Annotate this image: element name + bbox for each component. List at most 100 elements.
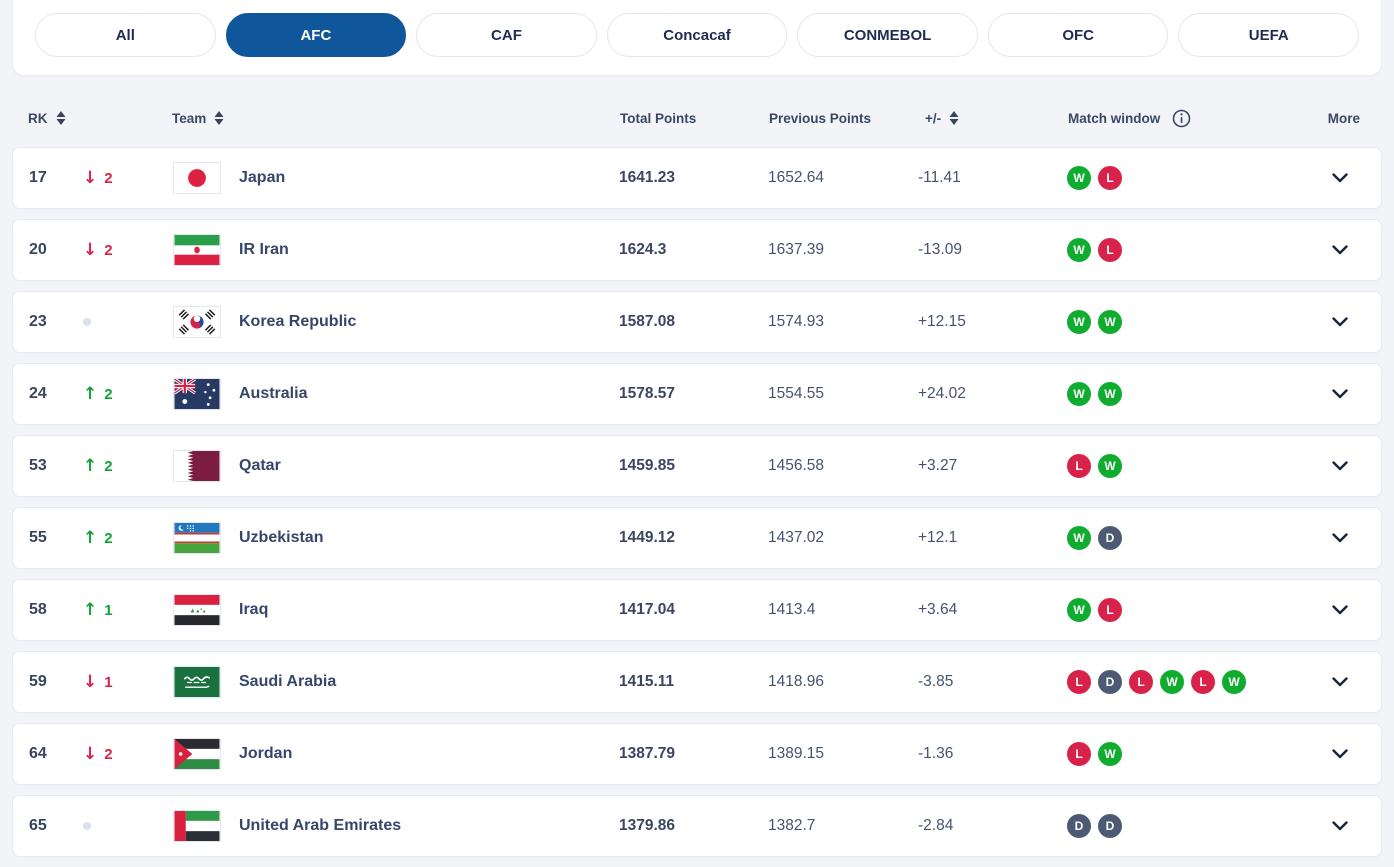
expand-row-button[interactable]: [1326, 236, 1354, 264]
flag-saudi-arabia: [173, 666, 221, 698]
tab-concacaf[interactable]: Concacaf: [606, 13, 788, 57]
expand-row-button[interactable]: [1326, 164, 1354, 192]
column-header-more-label: More: [1327, 110, 1360, 126]
chevron-down-icon: [1332, 317, 1348, 327]
rank-value: 20: [29, 241, 47, 258]
match-result-badge-win: W: [1067, 382, 1091, 406]
points-change-value: -1.36: [918, 745, 954, 762]
rank-change-arrow-icon: ↓: [83, 167, 98, 188]
match-result-badge-win: W: [1160, 670, 1184, 694]
points-change-value: -11.41: [918, 169, 961, 186]
rank-change-value: 2: [104, 385, 113, 403]
tab-all[interactable]: All: [35, 13, 216, 57]
table-row[interactable]: 23 ↓ Korea Republic 1587.08 1574.93 +12.…: [12, 291, 1382, 353]
expand-row-button[interactable]: [1326, 452, 1354, 480]
column-header-team-label: Team: [172, 110, 207, 126]
previous-points-value: 1574.93: [768, 313, 825, 330]
team-name[interactable]: Saudi Arabia: [239, 673, 337, 690]
team-name[interactable]: Korea Republic: [239, 313, 357, 330]
team-name[interactable]: Uzbekistan: [239, 529, 324, 546]
flag-japan: [173, 162, 221, 194]
table-row[interactable]: 59 ↓ 1 Saudi Arabia 1415.11 1418.96 -3.8…: [12, 651, 1382, 713]
tab-uefa[interactable]: UEFA: [1178, 13, 1360, 57]
previous-points-value: 1456.58: [768, 457, 825, 474]
previous-points-value: 1437.02: [768, 529, 825, 546]
expand-row-button[interactable]: [1326, 668, 1354, 696]
chevron-down-icon: [1332, 749, 1348, 759]
rank-value: 23: [29, 313, 47, 330]
tab-ofc[interactable]: OFC: [987, 13, 1169, 57]
expand-row-button[interactable]: [1326, 812, 1354, 840]
previous-points-value: 1382.7: [768, 817, 816, 834]
rank-change-arrow-icon: ↑: [83, 383, 98, 404]
total-points-value: 1587.08: [619, 313, 676, 330]
expand-row-button[interactable]: [1326, 308, 1354, 336]
expand-row-button[interactable]: [1326, 596, 1354, 624]
match-result-badge-win: W: [1098, 454, 1122, 478]
table-row[interactable]: 24 ↑ 2 Australia 1578.57 1554.55 +24.02 …: [12, 363, 1382, 425]
rank-change-arrow-icon: ↑: [83, 455, 98, 476]
match-result-badge-draw: D: [1067, 814, 1091, 838]
tab-conmebol[interactable]: CONMEBOL: [797, 13, 978, 57]
tab-afc[interactable]: AFC: [225, 13, 407, 57]
table-row[interactable]: 55 ↑ 2 Uzbekistan 1449.12 1437.02 +12.1 …: [12, 507, 1382, 569]
column-header-previous-points-label: Previous Points: [769, 110, 872, 126]
points-change-value: -3.85: [918, 673, 954, 690]
flag-qatar: [173, 450, 221, 482]
column-header-team[interactable]: Team: [172, 111, 620, 126]
rank-change-none-icon: [83, 822, 91, 830]
rank-value: 64: [29, 745, 47, 762]
team-name[interactable]: Australia: [239, 385, 308, 402]
previous-points-value: 1554.55: [768, 385, 825, 402]
team-name[interactable]: Iraq: [239, 601, 269, 618]
column-header-previous-points: Previous Points: [769, 111, 919, 126]
tab-caf[interactable]: CAF: [416, 13, 597, 57]
expand-row-button[interactable]: [1326, 380, 1354, 408]
column-header-rank[interactable]: RK: [28, 111, 82, 126]
match-result-badge-loss: L: [1129, 670, 1153, 694]
flag-iraq: [173, 594, 221, 626]
flag-australia: [173, 378, 221, 410]
rank-change-value: 2: [104, 457, 113, 475]
rank-value: 24: [29, 385, 47, 402]
previous-points-value: 1413.4: [768, 601, 816, 618]
info-icon[interactable]: [1172, 109, 1191, 128]
rank-change-arrow-icon: ↑: [83, 527, 98, 548]
rank-change-value: 2: [104, 529, 113, 547]
previous-points-value: 1637.39: [768, 241, 825, 258]
sort-icon[interactable]: [56, 111, 66, 125]
flag-uzbekistan: [173, 522, 221, 554]
sort-icon[interactable]: [949, 111, 959, 125]
chevron-down-icon: [1332, 605, 1348, 615]
team-name[interactable]: United Arab Emirates: [239, 817, 402, 834]
column-header-more: More: [1316, 111, 1366, 126]
table-row[interactable]: 65 ↓ United Arab Emirates 1379.86 1382.7…: [12, 795, 1382, 857]
match-result-badge-win: W: [1098, 742, 1122, 766]
match-result-badge-loss: L: [1067, 454, 1091, 478]
sort-icon[interactable]: [214, 111, 224, 125]
match-result-badge-draw: D: [1098, 670, 1122, 694]
column-header-plus-minus[interactable]: +/-: [919, 111, 1068, 126]
previous-points-value: 1652.64: [768, 169, 825, 186]
team-name[interactable]: Qatar: [239, 457, 281, 474]
expand-row-button[interactable]: [1326, 740, 1354, 768]
points-change-value: +12.1: [918, 529, 958, 546]
team-name[interactable]: IR Iran: [239, 241, 289, 258]
expand-row-button[interactable]: [1326, 524, 1354, 552]
team-name[interactable]: Jordan: [239, 745, 293, 762]
total-points-value: 1415.11: [619, 673, 675, 690]
team-name[interactable]: Japan: [239, 169, 286, 186]
